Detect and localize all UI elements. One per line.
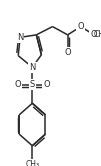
Text: CH₃: CH₃ <box>25 160 39 166</box>
Text: O: O <box>64 48 71 57</box>
Text: S: S <box>30 80 35 89</box>
Text: O: O <box>90 30 97 39</box>
Text: N: N <box>17 33 23 42</box>
Text: CH₃: CH₃ <box>93 30 101 39</box>
Text: O: O <box>15 80 22 89</box>
Text: O: O <box>43 80 50 89</box>
Text: O: O <box>77 22 84 31</box>
Text: N: N <box>29 63 36 72</box>
